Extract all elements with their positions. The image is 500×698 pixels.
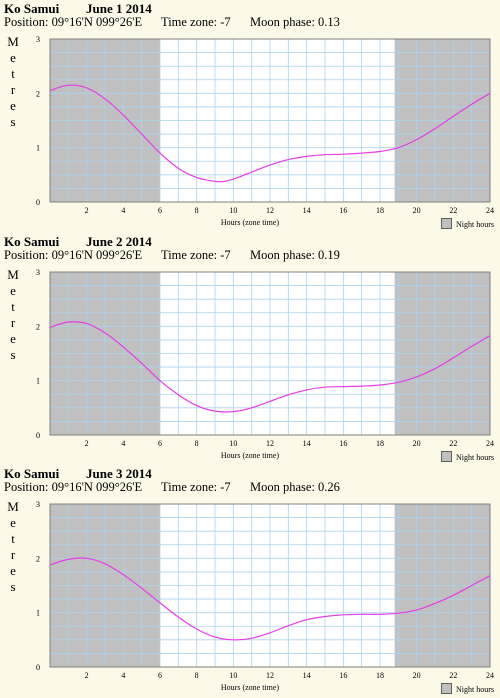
moon-phase-label: Moon phase: 0.13 (250, 15, 340, 29)
x-tick-label: 14 (303, 206, 311, 215)
legend-label: Night hours (456, 685, 494, 694)
y-axis-label: M e t r e s (7, 34, 19, 129)
x-tick-label: 6 (158, 206, 162, 215)
night-hours-legend: Night hours (441, 218, 494, 229)
x-tick-label: 24 (486, 671, 494, 680)
y-tick-label: 1 (36, 144, 40, 153)
plot-border (49, 503, 491, 668)
y-axis-label: M e t r e s (7, 267, 19, 362)
x-tick-label: 18 (376, 206, 384, 215)
date-label: June 3 2014 (86, 466, 152, 481)
y-tick-label: 0 (36, 198, 40, 207)
x-tick-label: 12 (266, 439, 274, 448)
x-tick-label: 22 (449, 206, 457, 215)
position-label: Position: 09°16'N 099°26'E (4, 15, 143, 29)
night-hours-legend: Night hours (441, 451, 494, 462)
y-tick-label: 3 (36, 268, 40, 277)
info-line: Position: 09°16'N 099°26'E Time zone: -7… (4, 15, 500, 31)
legend-label: Night hours (456, 453, 494, 462)
x-tick-label: 2 (85, 671, 89, 680)
date-label: June 1 2014 (86, 1, 152, 16)
panel-title: Ko Samui June 2 2014 (4, 234, 152, 250)
x-tick-label: 14 (303, 671, 311, 680)
plot-border (49, 38, 491, 203)
tide-curve (49, 557, 491, 641)
x-tick-label: 16 (339, 206, 347, 215)
x-axis-label: Hours (zone time) (220, 683, 280, 692)
date-label: June 2 2014 (86, 234, 152, 249)
moon-phase-label: Moon phase: 0.19 (250, 248, 340, 262)
x-tick-label: 12 (266, 671, 274, 680)
y-tick-label: 2 (36, 322, 40, 331)
location-name: Ko Samui (4, 466, 60, 481)
x-tick-label: 14 (303, 439, 311, 448)
y-tick-label: 2 (36, 89, 40, 98)
y-tick-label: 3 (36, 35, 40, 44)
x-tick-label: 18 (376, 671, 384, 680)
x-tick-label: 10 (229, 439, 237, 448)
position-label: Position: 09°16'N 099°26'E (4, 480, 143, 494)
y-tick-label: 1 (36, 377, 40, 386)
x-tick-label: 4 (121, 671, 125, 680)
tide-panel-3: Ko Samui June 3 2014 Position: 09°16'N 0… (0, 465, 500, 698)
x-tick-label: 2 (85, 206, 89, 215)
panel-title: Ko Samui June 3 2014 (4, 466, 152, 482)
tide-panel-2: Ko Samui June 2 2014 Position: 09°16'N 0… (0, 233, 500, 466)
plot-border (49, 271, 491, 436)
x-tick-label: 10 (229, 206, 237, 215)
x-tick-label: 20 (413, 439, 421, 448)
x-tick-label: 20 (413, 671, 421, 680)
info-line: Position: 09°16'N 099°26'E Time zone: -7… (4, 248, 500, 264)
x-tick-label: 6 (158, 671, 162, 680)
x-tick-label: 4 (121, 439, 125, 448)
y-tick-label: 1 (36, 609, 40, 618)
legend-label: Night hours (456, 220, 494, 229)
y-tick-label: 0 (36, 431, 40, 440)
x-tick-label: 16 (339, 439, 347, 448)
time-zone-label: Time zone: -7 (161, 480, 231, 494)
x-tick-label: 10 (229, 671, 237, 680)
moon-phase-label: Moon phase: 0.26 (250, 480, 340, 494)
tide-curve (49, 321, 491, 413)
x-axis-label: Hours (zone time) (220, 451, 280, 460)
x-tick-label: 8 (195, 439, 199, 448)
x-tick-label: 22 (449, 671, 457, 680)
info-line: Position: 09°16'N 099°26'E Time zone: -7… (4, 480, 500, 496)
x-tick-label: 6 (158, 439, 162, 448)
x-tick-label: 12 (266, 206, 274, 215)
x-tick-label: 8 (195, 671, 199, 680)
night-swatch-icon (441, 683, 452, 694)
x-tick-label: 20 (413, 206, 421, 215)
x-tick-label: 2 (85, 439, 89, 448)
x-tick-label: 16 (339, 671, 347, 680)
x-tick-label: 24 (486, 206, 494, 215)
x-tick-label: 24 (486, 439, 494, 448)
y-axis-label: M e t r e s (7, 499, 19, 594)
x-tick-label: 18 (376, 439, 384, 448)
y-tick-label: 3 (36, 500, 40, 509)
y-tick-label: 0 (36, 663, 40, 672)
x-tick-label: 8 (195, 206, 199, 215)
location-name: Ko Samui (4, 1, 60, 16)
x-tick-label: 22 (449, 439, 457, 448)
x-axis-label: Hours (zone time) (220, 218, 280, 227)
time-zone-label: Time zone: -7 (161, 248, 231, 262)
time-zone-label: Time zone: -7 (161, 15, 231, 29)
night-swatch-icon (441, 218, 452, 229)
x-tick-label: 4 (121, 206, 125, 215)
night-swatch-icon (441, 451, 452, 462)
y-tick-label: 2 (36, 554, 40, 563)
night-hours-legend: Night hours (441, 683, 494, 694)
location-name: Ko Samui (4, 234, 60, 249)
position-label: Position: 09°16'N 099°26'E (4, 248, 143, 262)
tide-panel-1: Ko Samui June 1 2014 Position: 09°16'N 0… (0, 0, 500, 233)
panel-title: Ko Samui June 1 2014 (4, 1, 152, 17)
tide-curve (49, 84, 491, 183)
